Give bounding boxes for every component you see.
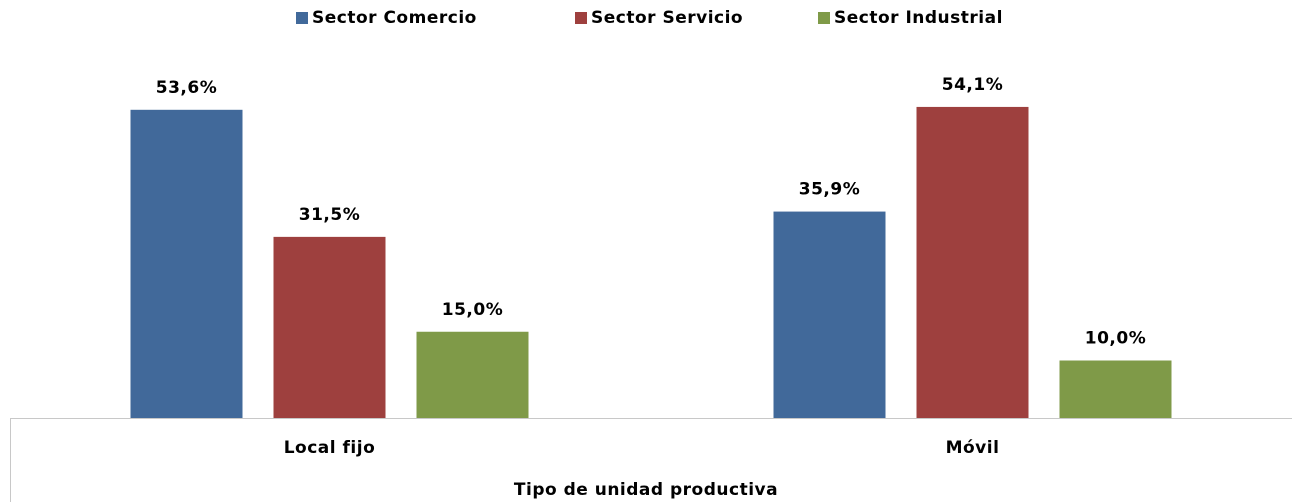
bar: [916, 106, 1029, 419]
x-tick-label: Local fijo: [284, 438, 376, 458]
legend-swatch: [296, 12, 308, 24]
data-label: 31,5%: [299, 205, 360, 225]
bar: [273, 236, 386, 418]
legend-label: Sector Comercio: [312, 8, 477, 28]
legend-swatch: [575, 12, 587, 24]
legend-label: Sector Industrial: [834, 8, 1003, 28]
data-label: 54,1%: [942, 75, 1003, 95]
data-label: 10,0%: [1085, 329, 1146, 349]
data-label: 53,6%: [156, 78, 217, 98]
bar: [1059, 360, 1172, 418]
x-axis-title: Tipo de unidad productiva: [514, 480, 778, 500]
data-label: 35,9%: [799, 180, 860, 200]
legend-swatch: [818, 12, 830, 24]
bar: [130, 109, 243, 419]
x-tick-label: Móvil: [946, 438, 1000, 458]
bar: [773, 211, 886, 418]
legend-label: Sector Servicio: [591, 8, 743, 28]
bar: [416, 331, 529, 418]
data-label: 15,0%: [442, 300, 503, 320]
